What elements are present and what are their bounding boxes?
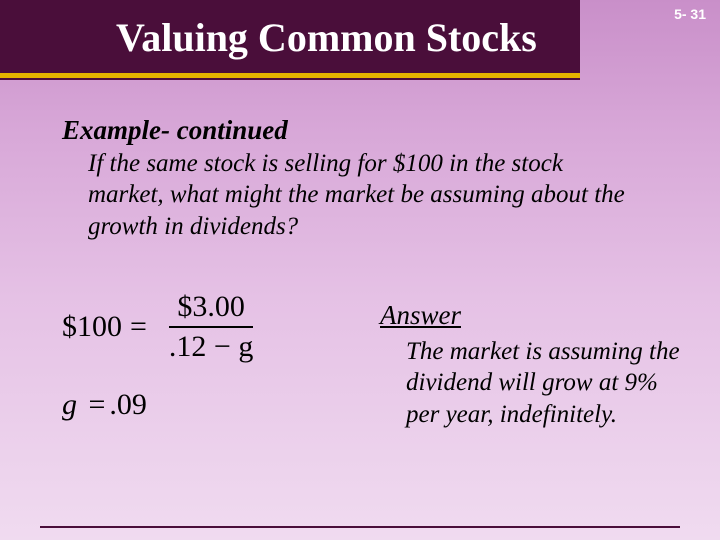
- answer-heading: Answer: [380, 300, 461, 331]
- equation-result-rhs: .09: [109, 388, 147, 421]
- title-divider: [0, 73, 580, 78]
- equation-equals: =: [130, 310, 147, 344]
- bottom-divider: [40, 526, 680, 528]
- equation-result-eq: =: [89, 388, 106, 421]
- equation-line-1: $100 = $3.00 .12 − g: [62, 290, 362, 364]
- slide-title: Valuing Common Stocks: [116, 14, 586, 61]
- question-text: If the same stock is selling for $100 in…: [88, 148, 628, 242]
- equation-denominator: .12 − g: [161, 328, 261, 364]
- equation-block: $100 = $3.00 .12 − g g =.09: [62, 290, 362, 422]
- answer-text: The market is assuming the dividend will…: [406, 336, 686, 430]
- equation-fraction: $3.00 .12 − g: [161, 290, 261, 364]
- slide-container: 5- 31 Valuing Common Stocks Example- con…: [0, 0, 720, 540]
- example-heading: Example- continued: [62, 115, 288, 146]
- equation-line-2: g =.09: [62, 388, 362, 422]
- equation-numerator: $3.00: [169, 290, 253, 328]
- page-number: 5- 31: [674, 6, 706, 22]
- equation-result-lhs: g: [62, 388, 77, 421]
- equation-lhs: $100: [62, 310, 122, 344]
